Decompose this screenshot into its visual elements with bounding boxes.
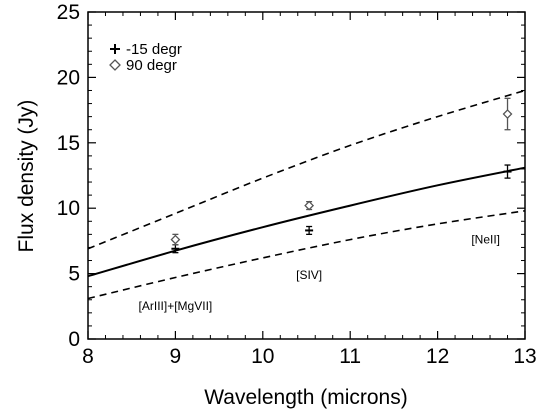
y-tick-label: 5 bbox=[68, 263, 80, 286]
x-tick-label: 10 bbox=[251, 345, 274, 368]
y-tick-label: 25 bbox=[57, 1, 80, 24]
legend-label-90: 90 degr bbox=[126, 57, 177, 74]
legend-item-plus: -15 degr bbox=[110, 41, 182, 58]
model-curve-solid bbox=[87, 166, 526, 278]
legend-diamond-marker bbox=[109, 59, 121, 71]
spectral-line-label: [SIV] bbox=[296, 268, 322, 282]
x-tick-label: 9 bbox=[170, 345, 182, 368]
data-points bbox=[170, 97, 513, 254]
diamond-marker bbox=[304, 200, 315, 211]
x-tick-label: 13 bbox=[513, 345, 536, 368]
plot-frame bbox=[87, 11, 526, 340]
diamond-marker bbox=[170, 234, 181, 245]
spectral-line-label: [ArIII]+[MgVII] bbox=[139, 299, 213, 313]
y-tick-label: 10 bbox=[57, 197, 80, 220]
line-annotations: [ArIII]+[MgVII] [SIV] [NeII] bbox=[139, 233, 500, 314]
model-curve-dashed-1 bbox=[87, 89, 526, 250]
axis-ticks: 8 9 10 11 12 13 0 5 10 15 20 25 bbox=[57, 1, 537, 368]
diamond-marker bbox=[502, 109, 513, 119]
x-tick-label: 12 bbox=[426, 345, 449, 368]
y-tick-label: 20 bbox=[57, 66, 80, 89]
y-axis-title: Flux density (Jy) bbox=[15, 100, 38, 253]
model-curve-dashed-2 bbox=[87, 210, 526, 300]
y-tick-label: 0 bbox=[68, 328, 80, 351]
x-tick-label: 8 bbox=[82, 345, 94, 368]
x-axis-title: Wavelength (microns) bbox=[204, 386, 407, 409]
legend-item-diamond: 90 degr bbox=[109, 57, 177, 74]
model-curves bbox=[87, 89, 526, 300]
legend-label-minus15: -15 degr bbox=[126, 41, 182, 58]
y-tick-label: 15 bbox=[57, 132, 80, 155]
x-tick-label: 11 bbox=[339, 345, 361, 368]
spectral-line-label: [NeII] bbox=[471, 233, 500, 247]
legend: -15 degr 90 degr bbox=[109, 41, 182, 74]
